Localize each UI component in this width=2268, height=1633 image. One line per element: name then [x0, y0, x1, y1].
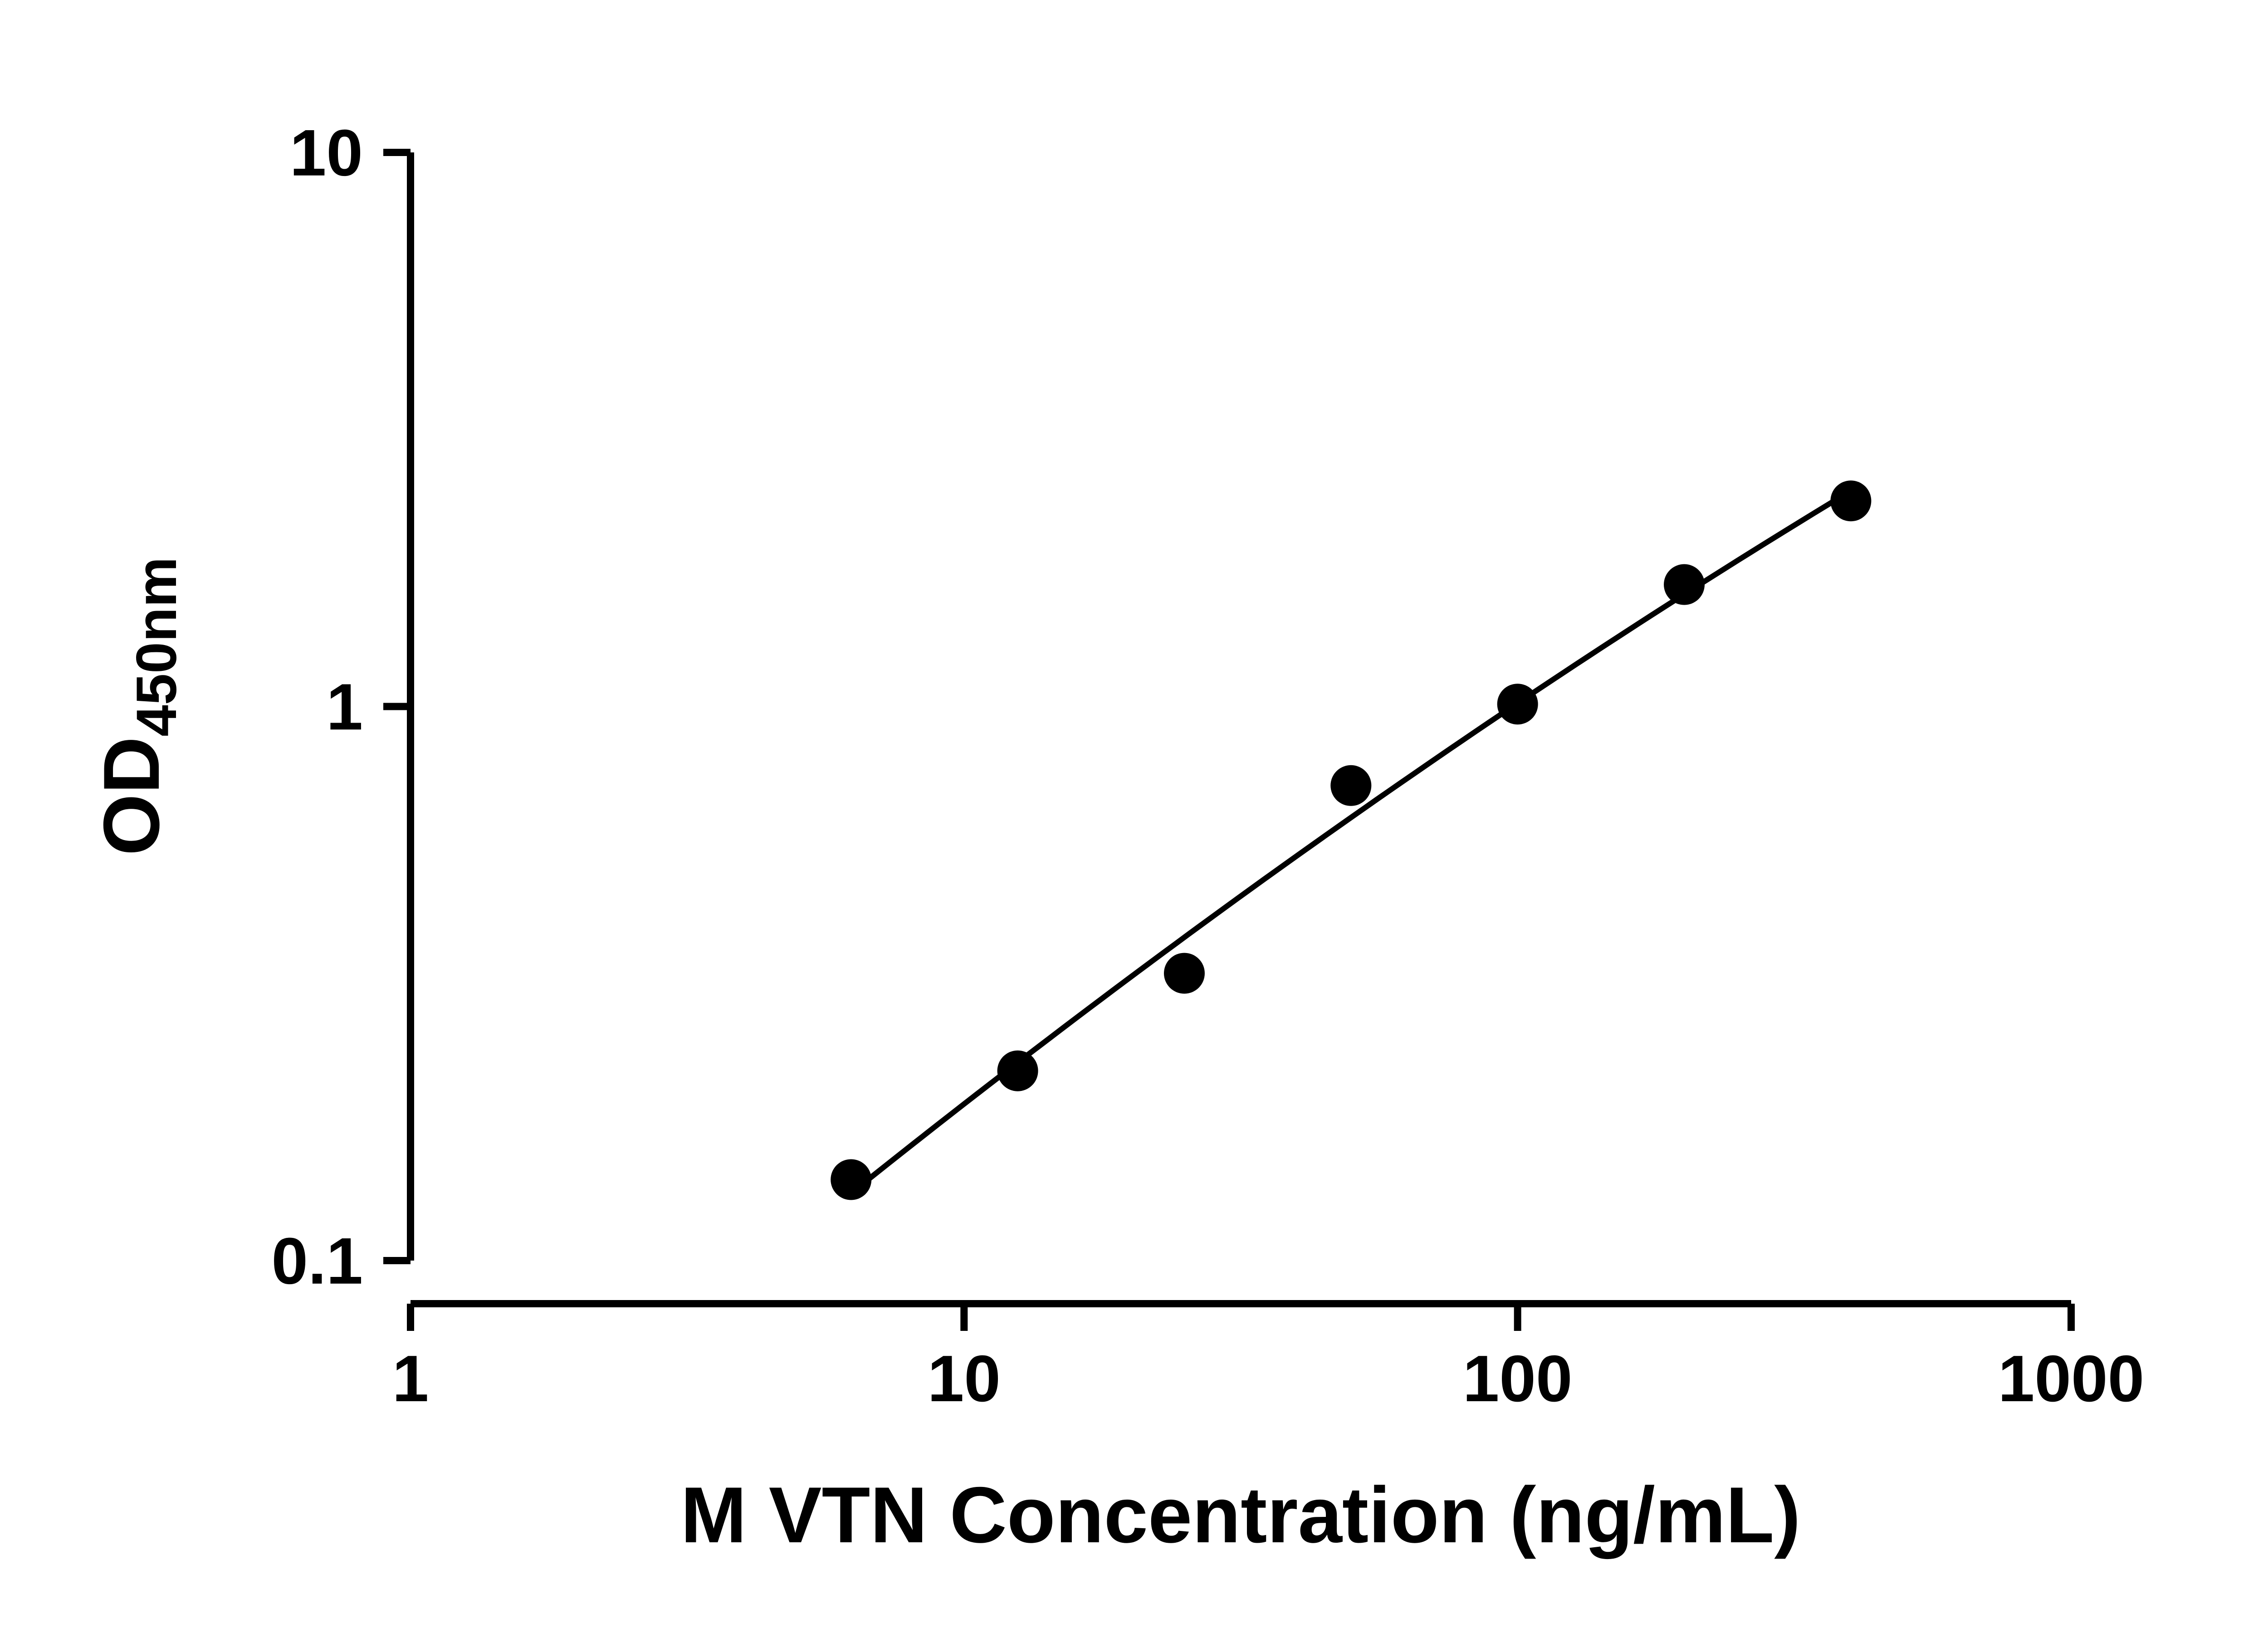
y-axis-label: OD450nm: [88, 557, 188, 856]
x-axis-label: M VTN Concentration (ng/mL): [680, 1471, 1800, 1560]
data-point-2: [1163, 953, 1205, 994]
data-series: [831, 480, 1872, 1200]
y-axis: 10 1 0.1: [271, 116, 414, 1298]
data-point-4: [1497, 684, 1538, 725]
data-point-6: [1830, 480, 1872, 522]
x-axis: 1 10 100 1000: [392, 1300, 2145, 1415]
data-point-1: [997, 1050, 1038, 1091]
x-tick-label: 100: [1463, 1342, 1573, 1415]
y-axis-label-subscript: 450nm: [125, 557, 188, 737]
x-tick-label: 1000: [1998, 1342, 2145, 1415]
y-tick-label: 1: [326, 670, 363, 743]
x-tick-label: 1: [392, 1342, 429, 1415]
data-point-5: [1664, 564, 1705, 605]
y-tick-label: 10: [290, 116, 363, 190]
x-tick-label: 10: [928, 1342, 1001, 1415]
y-tick-label: 0.1: [271, 1224, 363, 1298]
y-axis-label-main: OD: [88, 737, 176, 856]
data-point-3: [1330, 765, 1372, 806]
data-point-0: [831, 1159, 872, 1200]
